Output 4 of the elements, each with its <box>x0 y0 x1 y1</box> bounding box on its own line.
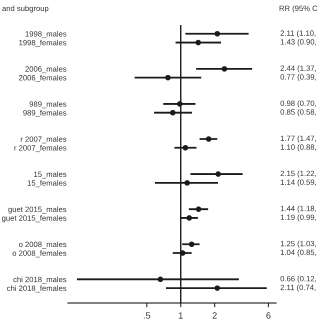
x-tick-label: 6 <box>266 312 271 319</box>
x-tick-label: .5 <box>144 312 150 319</box>
x-tick-label: 2 <box>212 312 217 319</box>
x-tick-label: 1 <box>178 312 183 319</box>
